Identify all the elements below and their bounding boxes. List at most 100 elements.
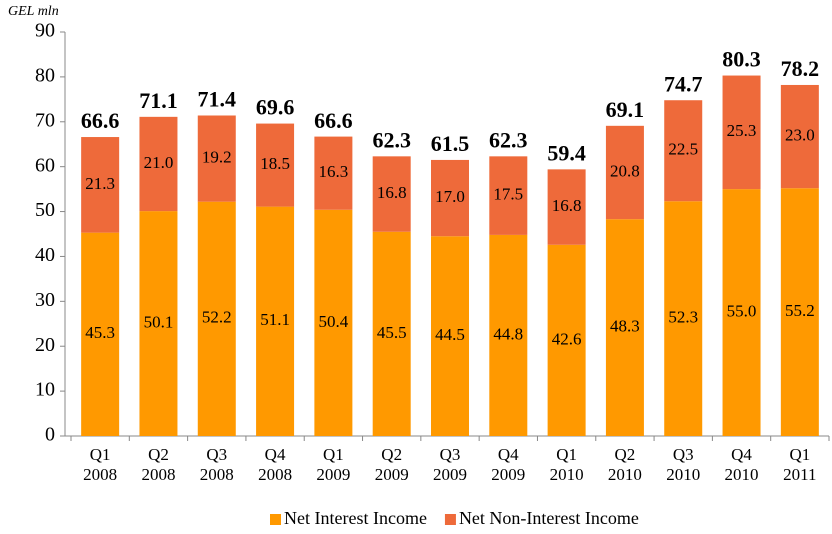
value-label: 23.0 — [785, 125, 815, 144]
y-tick-label: 50 — [35, 199, 55, 221]
bar-segment — [780, 84, 819, 189]
x-tick-label: Q1 — [789, 445, 810, 464]
value-label: 25.3 — [727, 121, 757, 140]
legend-swatch — [270, 514, 281, 525]
bar-segment — [372, 231, 411, 436]
total-label: 78.2 — [781, 56, 820, 81]
bar-segment — [314, 209, 353, 436]
x-tick-label: 2010 — [550, 465, 584, 484]
x-tick-label: Q2 — [615, 445, 636, 464]
bar-segment — [605, 219, 644, 436]
y-tick-label: 40 — [35, 244, 55, 266]
value-label: 18.5 — [260, 154, 290, 173]
value-label: 17.0 — [435, 187, 465, 206]
total-label: 66.6 — [81, 108, 120, 133]
x-tick-label: 2009 — [433, 465, 467, 484]
x-tick-label: Q1 — [556, 445, 577, 464]
x-tick-label: 2009 — [316, 465, 350, 484]
y-tick-label: 90 — [35, 20, 55, 42]
x-tick-label: Q2 — [381, 445, 402, 464]
value-label: 55.2 — [785, 301, 815, 320]
value-label: 42.6 — [552, 329, 582, 348]
bar-segment — [664, 201, 703, 436]
value-label: 51.1 — [260, 310, 290, 329]
value-label: 52.2 — [202, 308, 232, 327]
bar-segment — [605, 125, 644, 220]
value-label: 44.8 — [493, 324, 523, 343]
bar-segment — [256, 206, 295, 436]
y-tick-label: 0 — [45, 424, 55, 446]
value-label: 44.5 — [435, 325, 465, 344]
y-tick-label: 70 — [35, 109, 55, 131]
value-label: 52.3 — [668, 308, 698, 327]
x-tick-label: 2009 — [375, 465, 409, 484]
value-label: 17.5 — [493, 185, 523, 204]
legend-label: Net Interest Income — [284, 508, 427, 528]
x-tick-label: 2008 — [83, 465, 117, 484]
value-label: 45.5 — [377, 323, 407, 342]
value-label: 48.3 — [610, 316, 640, 335]
value-label: 16.8 — [552, 196, 582, 215]
bar-segment — [780, 188, 819, 436]
total-label: 62.3 — [372, 127, 411, 152]
x-tick-label: Q1 — [90, 445, 111, 464]
total-label: 59.4 — [547, 140, 586, 165]
y-tick-label: 10 — [35, 379, 55, 401]
total-label: 71.1 — [139, 88, 178, 113]
x-tick-label: 2010 — [666, 465, 700, 484]
value-label: 20.8 — [610, 161, 640, 180]
bar-segment — [431, 236, 469, 436]
bar-segment — [81, 137, 120, 233]
total-label: 69.6 — [256, 95, 295, 120]
total-label: 80.3 — [722, 47, 761, 72]
x-tick-label: Q3 — [673, 445, 694, 464]
total-label: 69.1 — [606, 97, 645, 122]
bar-segment — [547, 244, 586, 436]
bar-segment — [489, 156, 528, 235]
total-label: 62.3 — [489, 127, 528, 152]
x-tick-label: Q4 — [265, 445, 286, 464]
x-tick-label: 2008 — [200, 465, 234, 484]
value-label: 50.1 — [144, 312, 174, 331]
bar-segment — [722, 189, 761, 436]
bar-segment — [664, 100, 703, 202]
y-tick-label: 60 — [35, 154, 55, 176]
bar-segment — [547, 169, 586, 245]
total-label: 61.5 — [431, 131, 470, 156]
bar-segment — [197, 201, 236, 436]
bar-segment — [197, 115, 236, 202]
bar-segment — [139, 211, 178, 436]
x-tick-label: 2008 — [258, 465, 292, 484]
y-tick-label: 20 — [35, 334, 55, 356]
value-label: 16.8 — [377, 183, 407, 202]
x-tick-label: Q1 — [323, 445, 344, 464]
bar-segment — [81, 232, 120, 436]
x-tick-label: 2008 — [141, 465, 175, 484]
value-label: 16.3 — [319, 162, 349, 181]
value-label: 50.4 — [319, 312, 349, 331]
bar-segment — [722, 75, 761, 190]
bar-segment — [314, 136, 353, 210]
x-tick-label: Q3 — [440, 445, 461, 464]
x-tick-label: 2009 — [491, 465, 525, 484]
x-tick-label: 2011 — [783, 465, 816, 484]
x-tick-label: Q3 — [206, 445, 227, 464]
value-label: 21.3 — [85, 174, 115, 193]
total-label: 66.6 — [314, 108, 353, 133]
bar-segment — [256, 123, 295, 207]
total-label: 71.4 — [198, 87, 237, 112]
x-tick-label: 2010 — [725, 465, 759, 484]
value-label: 22.5 — [668, 140, 698, 159]
legend-label: Net Non-Interest Income — [459, 508, 639, 528]
x-tick-label: Q2 — [148, 445, 169, 464]
value-label: 19.2 — [202, 147, 232, 166]
value-label: 45.3 — [85, 323, 115, 342]
bar-segment — [489, 234, 528, 436]
bar-segment — [372, 156, 411, 232]
bar-segment — [139, 116, 178, 212]
x-tick-label: Q4 — [498, 445, 519, 464]
value-label: 55.0 — [727, 301, 757, 320]
unit-label: GEL mln — [8, 4, 59, 19]
total-label: 74.7 — [664, 72, 703, 97]
